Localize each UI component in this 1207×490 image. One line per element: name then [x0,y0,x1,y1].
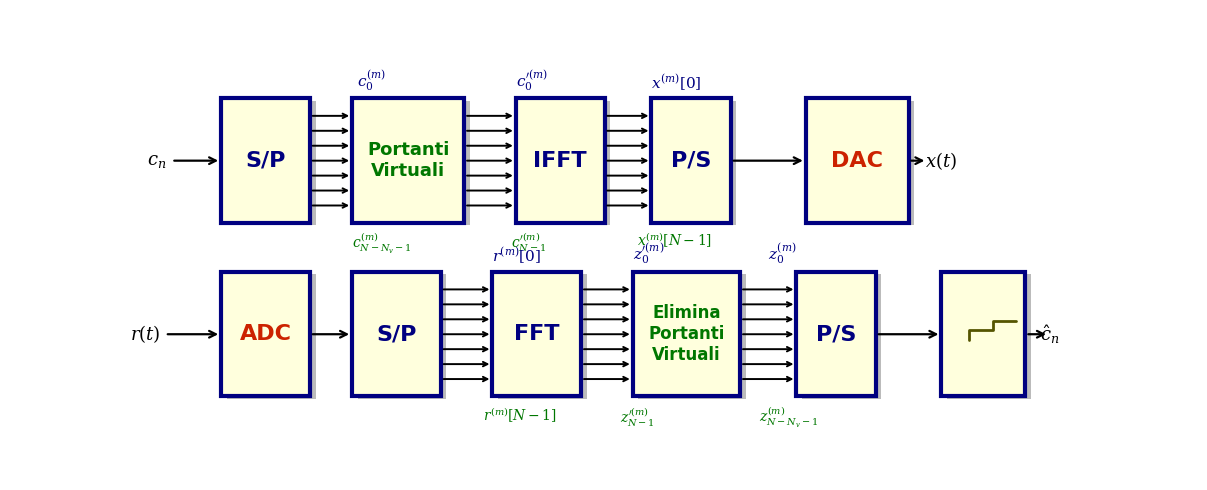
Text: $z_0^{\prime(m)}$: $z_0^{\prime(m)}$ [632,242,664,267]
Bar [352,98,465,223]
Text: $z_{N-N_v-1}^{(m)}$: $z_{N-N_v-1}^{(m)}$ [759,405,818,430]
Text: S/P: S/P [245,150,286,171]
Bar [811,100,914,225]
Bar [352,272,441,396]
Bar [632,272,740,396]
Text: $c_{N-1}^{\prime(m)}$: $c_{N-1}^{\prime(m)}$ [511,230,546,254]
Text: $z_0^{(m)}$: $z_0^{(m)}$ [768,242,797,267]
Bar [805,98,909,223]
Bar [947,274,1031,399]
Text: IFFT: IFFT [533,150,587,171]
Text: $c_{N-N_v-1}^{(m)}$: $c_{N-N_v-1}^{(m)}$ [352,230,412,256]
Bar [941,272,1026,396]
Text: S/P: S/P [377,324,416,344]
Bar [657,100,736,225]
Bar [357,100,470,225]
Bar [227,100,315,225]
Text: $c_0^{\prime(m)}$: $c_0^{\prime(m)}$ [515,68,548,93]
Text: Portanti
Virtuali: Portanti Virtuali [367,141,449,180]
Bar [801,274,881,399]
Bar [227,274,315,399]
Bar [221,272,310,396]
Text: P/S: P/S [671,150,711,171]
Bar [652,98,731,223]
Text: $x^{(m)}[0]$: $x^{(m)}[0]$ [652,73,701,93]
Text: $x(t)$: $x(t)$ [926,150,957,172]
Bar [492,272,581,396]
Bar [521,100,611,225]
Bar [498,274,587,399]
Text: P/S: P/S [816,324,856,344]
Text: $\hat{c}_n$: $\hat{c}_n$ [1039,323,1059,345]
Text: Elimina
Portanti
Virtuali: Elimina Portanti Virtuali [648,304,724,364]
Text: FFT: FFT [514,324,560,344]
Bar [357,274,447,399]
Text: $c_0^{(m)}$: $c_0^{(m)}$ [357,68,385,93]
Bar [221,98,310,223]
Text: $c_n$: $c_n$ [147,152,167,170]
Text: $r(t)$: $r(t)$ [129,323,161,345]
Bar [797,272,876,396]
Text: $r^{(m)}[0]$: $r^{(m)}[0]$ [492,246,542,267]
Text: $x^{(m)}[N-1]$: $x^{(m)}[N-1]$ [637,230,712,250]
Text: DAC: DAC [832,150,884,171]
Text: $r^{(m)}[N-1]$: $r^{(m)}[N-1]$ [483,405,556,424]
Bar [515,98,605,223]
Text: ADC: ADC [239,324,291,344]
Bar [639,274,746,399]
Text: $z_{N-1}^{\prime(m)}$: $z_{N-1}^{\prime(m)}$ [620,405,655,429]
